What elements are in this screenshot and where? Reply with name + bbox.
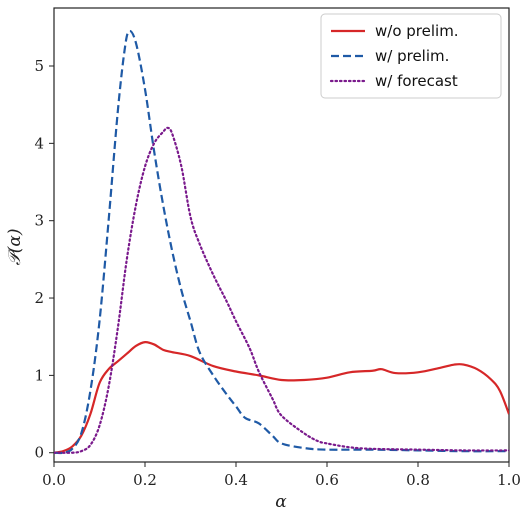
- legend: w/o prelim. w/ prelim. w/ forecast: [320, 13, 502, 99]
- x-tick-label: 0.0: [42, 471, 66, 489]
- x-tick-label: 0.6: [315, 471, 339, 489]
- y-axis-label: 𝒫(α): [5, 228, 25, 265]
- x-tick-label: 0.8: [406, 471, 430, 489]
- series-line-3: [54, 126, 509, 454]
- plot-frame: [53, 7, 510, 463]
- x-tick-label: 0.4: [224, 471, 248, 489]
- x-axis-label: α: [275, 492, 287, 512]
- x-tick-label: 0.2: [133, 471, 157, 489]
- x-tick-label: 1.0: [497, 471, 520, 489]
- legend-box: [320, 13, 502, 99]
- y-tick-label: 0: [34, 444, 44, 462]
- y-tick-label: 4: [34, 134, 44, 152]
- legend-label-1: w/o prelim.: [375, 22, 459, 40]
- y-tick-label: 2: [34, 289, 44, 307]
- series-line-2: [54, 29, 509, 455]
- plot-area: 0.0 0.2 0.4 0.6 0.8 1.0 0 1 2 3 4 5: [34, 7, 520, 489]
- legend-label-3: w/ forecast: [375, 72, 458, 90]
- series-line-1: [54, 340, 509, 454]
- y-tick-label: 3: [34, 212, 44, 230]
- y-tick-label: 1: [34, 366, 44, 384]
- legend-label-2: w/ prelim.: [375, 47, 449, 65]
- y-tick-label: 5: [34, 57, 44, 75]
